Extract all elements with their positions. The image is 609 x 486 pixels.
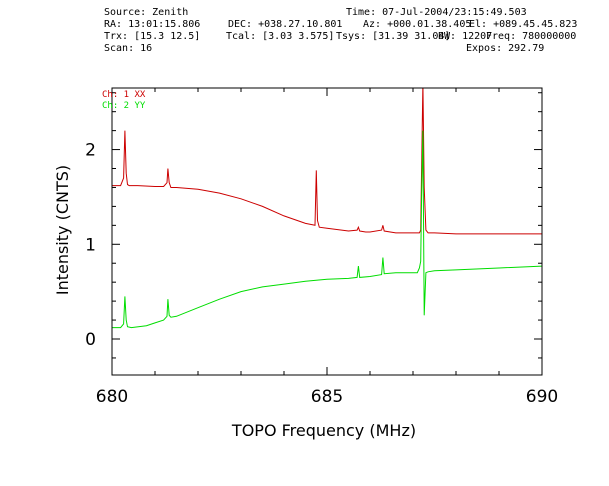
header-expos: Expos: 292.79 — [466, 43, 545, 54]
header-trx: Trx: [15.3 12.5] — [104, 31, 201, 42]
header-az: Az: +000.01.38.405 — [363, 19, 472, 30]
series-layer — [112, 88, 542, 329]
legend-ch2: Ch: 2 YY — [102, 101, 146, 111]
y-tick-label: 0 — [85, 330, 96, 350]
plot-frame — [111, 87, 543, 376]
x-axis-title: TOPO Frequency (MHz) — [231, 421, 416, 440]
header-tsys: Tsys: [31.39 31.04] — [336, 31, 451, 42]
x-tick-label: 690 — [526, 387, 558, 407]
header-time: Time: 07-Jul-2004/23:15:49.503 — [346, 7, 527, 18]
header-tcal: Tcal: [3.03 3.575] — [226, 31, 335, 42]
y-tick-label: 2 — [85, 141, 96, 161]
header-ra: RA: 13:01:15.806 — [104, 19, 201, 30]
header-freq: Freq: 780000000 — [486, 31, 577, 42]
header-bw: BW: 12207 — [438, 31, 493, 42]
tick-layer: 680 685 690 0 1 2 — [85, 88, 558, 407]
header-dec: DEC: +038.27.10.801 — [228, 19, 343, 30]
header-el: El: +089.45.45.823 — [469, 19, 578, 30]
y-tick-label: 1 — [85, 235, 96, 255]
header-scan: Scan: 16 — [104, 43, 153, 54]
header-source: Source: Zenith — [104, 7, 189, 18]
x-tick-label: 685 — [311, 387, 343, 407]
series-line-1 — [112, 88, 542, 235]
series-line-2 — [112, 130, 542, 329]
x-tick-label: 680 — [96, 387, 128, 407]
legend-ch1: Ch: 1 XX — [102, 90, 146, 100]
y-axis-title: Intensity (CNTS) — [53, 165, 72, 295]
